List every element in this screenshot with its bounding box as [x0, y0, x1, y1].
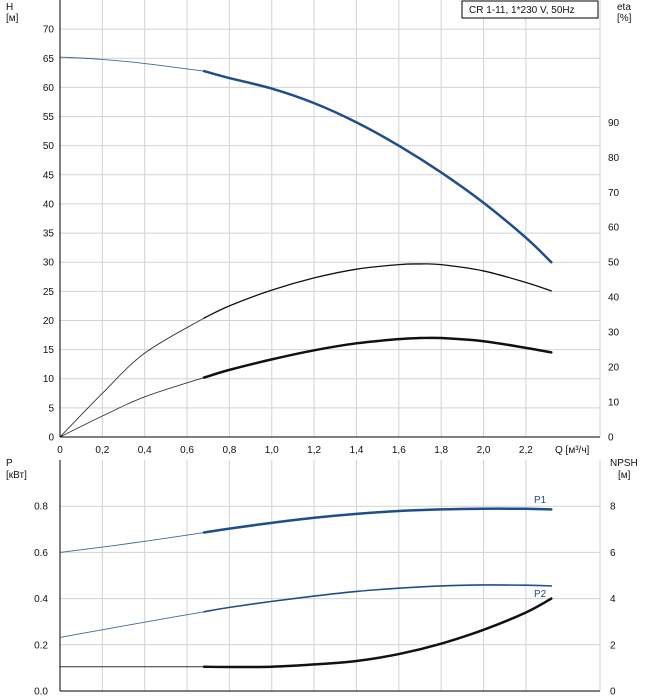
- npsh-tick-label: 2: [610, 640, 616, 651]
- eta-axis-label-line2: [%]: [617, 13, 632, 24]
- x-tick-label: 1,4: [350, 445, 364, 456]
- lower-series-p1-extended: [59, 532, 205, 553]
- eta-tick-label: 20: [608, 363, 620, 374]
- x-tick-label: 0,8: [222, 445, 236, 456]
- npsh-axis-label-line2: [м]: [618, 470, 631, 481]
- upper-y-tick-labels: 0 5 10 15 20 25 30 35 40 45 50 55 60 65 70: [43, 25, 55, 444]
- eta-tick-label: 40: [608, 293, 620, 304]
- h-tick-label: 70: [43, 25, 55, 36]
- upper-series-eta-total: [202, 336, 553, 379]
- h-axis-label-line2: [м]: [6, 13, 19, 24]
- npsh-tick-label: 0: [610, 687, 616, 698]
- h-tick-label: 0: [48, 433, 54, 444]
- npsh-tick-label: 8: [610, 502, 616, 513]
- p-tick-label: 0.0: [34, 687, 48, 698]
- chart-title: CR 1-11, 1*230 V, 50Hz: [469, 5, 575, 16]
- h-tick-label: 60: [43, 83, 55, 94]
- p-tick-label: 0.4: [34, 594, 48, 605]
- p-axis-label-line1: P: [6, 458, 13, 469]
- x-tick-label: 0,6: [180, 445, 194, 456]
- upper-gridlines: [60, 0, 601, 437]
- npsh-axis-label-line1: NPSH: [610, 458, 638, 469]
- npsh-tick-label: 4: [610, 594, 616, 605]
- x-tick-label: 0,4: [138, 445, 152, 456]
- upper-series-eta-pump: [203, 263, 552, 319]
- upper-y2-tick-labels: 0 10 20 30 40 50 60 70 80 90: [608, 118, 620, 444]
- eta-tick-label: 80: [608, 153, 620, 164]
- p-tick-label: 0.6: [34, 548, 48, 559]
- p2-series-label: P2: [534, 589, 547, 600]
- lower-series-p1: [202, 507, 553, 534]
- h-tick-label: 65: [43, 54, 55, 65]
- lower-y2-tick-labels: 0 2 4 6 8: [610, 502, 616, 698]
- h-tick-label: 10: [43, 374, 55, 385]
- h-tick-label: 5: [48, 403, 54, 414]
- x-tick-label: 1,6: [392, 445, 406, 456]
- x-axis-label: Q [м³/ч]: [555, 445, 590, 456]
- lower-series-p2: [203, 584, 553, 613]
- x-tick-label: 1,0: [265, 445, 279, 456]
- lower-panel: 0.0 0.2 0.4 0.6 0.8 0 2 4 6 8 P [кВт] NPSH [м] P…: [6, 458, 638, 698]
- p1-series-label: P1: [534, 495, 547, 506]
- x-tick-label: 0,2: [95, 445, 109, 456]
- lower-series-p2-extended: [59, 611, 205, 638]
- eta-tick-label: 50: [608, 258, 620, 269]
- h-tick-label: 35: [43, 229, 55, 240]
- x-tick-label: 2,0: [477, 445, 491, 456]
- h-tick-label: 25: [43, 287, 55, 298]
- h-tick-label: 20: [43, 316, 55, 327]
- h-axis-label-line1: H: [6, 2, 13, 13]
- upper-series-h: [202, 69, 553, 264]
- lower-series: [59, 507, 553, 669]
- upper-series: [59, 56, 553, 438]
- h-tick-label: 50: [43, 141, 55, 152]
- eta-tick-label: 70: [608, 188, 620, 199]
- eta-axis-label-line1: eta: [617, 2, 631, 13]
- eta-tick-label: 30: [608, 328, 620, 339]
- upper-series-eta-total-extended: [59, 377, 205, 438]
- h-tick-label: 55: [43, 112, 55, 123]
- lower-series-npsh: [202, 597, 553, 669]
- eta-tick-label: 60: [608, 223, 620, 234]
- x-tick-label: 2,2: [519, 445, 533, 456]
- upper-series-h-extended: [59, 56, 205, 72]
- h-tick-label: 40: [43, 199, 55, 210]
- title-box: CR 1-11, 1*230 V, 50Hz: [461, 0, 599, 19]
- p-axis-label-line2: [кВт]: [6, 470, 27, 481]
- upper-series-eta-pump-extended: [59, 317, 205, 438]
- x-tick-label: 1,8: [434, 445, 448, 456]
- lower-y-tick-labels: 0.0 0.2 0.4 0.6 0.8: [34, 502, 48, 698]
- h-tick-label: 45: [43, 170, 55, 181]
- upper-panel: 0 5 10 15 20 25 30 35 40 45 50 55 60 65 70 0 10 20 30 40 50…: [6, 0, 632, 456]
- x-tick-label: 0: [57, 445, 63, 456]
- npsh-tick-label: 6: [610, 548, 616, 559]
- lower-gridlines: [60, 460, 601, 691]
- title-box-frame: [461, 0, 599, 19]
- p-tick-label: 0.2: [34, 640, 48, 651]
- eta-tick-label: 90: [608, 118, 620, 129]
- eta-tick-label: 10: [608, 398, 620, 409]
- x-tick-label: 1,2: [307, 445, 321, 456]
- h-tick-label: 30: [43, 258, 55, 269]
- h-tick-label: 15: [43, 345, 55, 356]
- x-tick-labels: 0 0,2 0,4 0,6 0,8 1,0 1,2 1,4 1,6 1,8 2,0 2,2: [57, 445, 533, 456]
- eta-tick-label: 0: [608, 433, 614, 444]
- p-tick-label: 0.8: [34, 502, 48, 513]
